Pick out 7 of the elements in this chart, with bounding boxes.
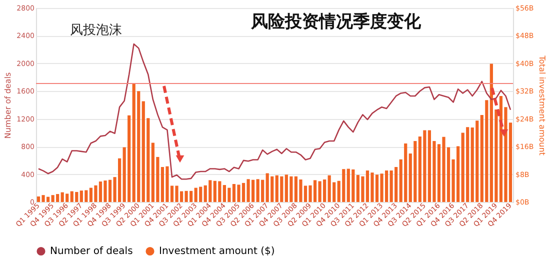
legend-label: Investment amount ($) xyxy=(159,246,275,258)
legend-label: Number of deals xyxy=(50,246,133,258)
y-axis-title: Number of deals xyxy=(4,72,13,139)
line-series xyxy=(38,43,512,180)
annotation: 风投泡沫 xyxy=(70,23,122,38)
chart-title: 风险投资情况季度变化 xyxy=(250,12,422,32)
y2-axis-title: Total investment amount xyxy=(538,54,547,156)
